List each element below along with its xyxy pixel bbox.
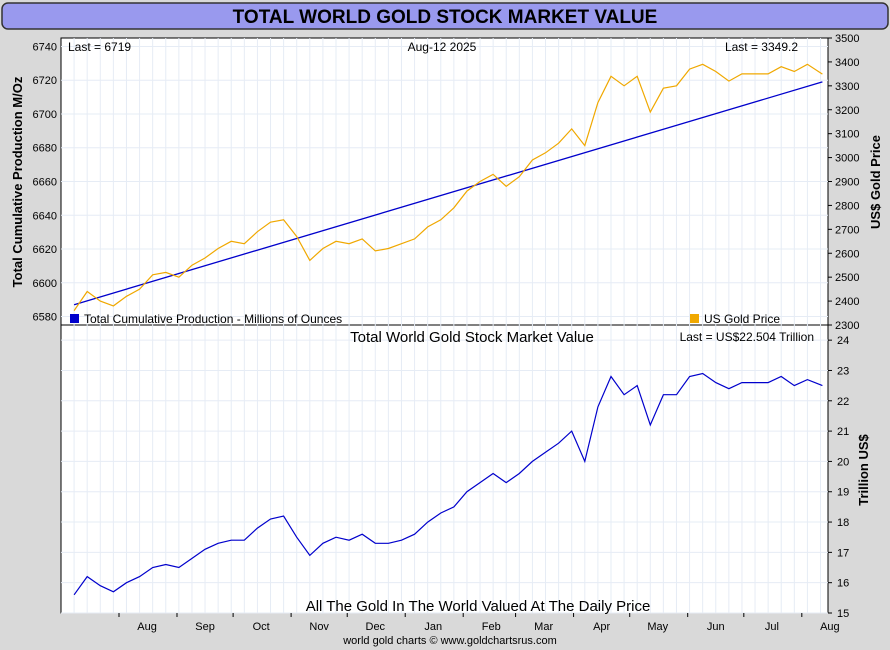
market-value-tick-label: 15: [837, 608, 849, 620]
market-value-tick-label: 20: [837, 456, 849, 468]
x-tick-label: Nov: [309, 621, 329, 633]
x-tick-label: Apr: [593, 621, 610, 633]
gold-price-tick-label: 3400: [835, 57, 859, 69]
market-value-tick-label: 23: [837, 365, 849, 377]
last-production-label: Last = 6719: [68, 40, 131, 54]
production-axis-title: Total Cumulative Production M/Oz: [10, 76, 25, 287]
x-tick-label: Dec: [366, 621, 386, 633]
market-value-tick-label: 22: [837, 396, 849, 408]
market-value-title: Total World Gold Stock Market Value: [350, 329, 594, 346]
x-tick-label: Feb: [482, 621, 501, 633]
market-value-axis-ticks: 15 16 17 18 19 20 21 22 23 24: [828, 335, 849, 620]
gold-price-tick-label: 2400: [835, 296, 859, 308]
gold-price-tick-label: 2300: [835, 320, 859, 332]
x-tick-label: Jul: [765, 621, 779, 633]
production-tick-label: 6640: [33, 210, 57, 222]
x-tick-label: Jan: [424, 621, 442, 633]
gold-price-axis-title: US$ Gold Price: [868, 135, 883, 229]
gold-price-tick-label: 2600: [835, 248, 859, 260]
gold-price-tick-label: 3300: [835, 81, 859, 93]
gold-price-line: [73, 63, 823, 311]
market-value-axis-title: Trillion US$: [856, 433, 871, 505]
x-tick-label: Aug: [820, 621, 840, 633]
bottom-grid: [61, 325, 828, 614]
production-tick-label: 6580: [33, 312, 57, 324]
production-tick-label: 6740: [33, 41, 57, 53]
x-tick-label: Oct: [253, 621, 270, 633]
market-value-tick-label: 18: [837, 517, 849, 529]
date-label: Aug-12 2025: [408, 40, 477, 54]
market-value-tick-label: 24: [837, 335, 849, 347]
gold-price-tick-label: 3100: [835, 129, 859, 141]
market-value-subtitle: All The Gold In The World Valued At The …: [306, 598, 651, 615]
x-tick-label: Sep: [195, 621, 215, 633]
x-tick-label: May: [647, 621, 668, 633]
production-axis-ticks: 6580 6600 6620 6640 6660 6680 6700 6720 6740: [33, 41, 57, 323]
bottom-plot-area: [60, 324, 829, 614]
x-tick-label: Jun: [707, 621, 725, 633]
production-tick-label: 6680: [33, 143, 57, 155]
production-legend-swatch: [70, 314, 79, 323]
production-legend-label: Total Cumulative Production - Millions o…: [84, 312, 342, 326]
production-tick-label: 6620: [33, 244, 57, 256]
title-bar: [1, 2, 889, 30]
x-tick-label: Mar: [534, 621, 553, 633]
chart-title: TOTAL WORLD GOLD STOCK MARKET VALUE: [233, 7, 658, 28]
production-tick-label: 6660: [33, 177, 57, 189]
last-gold-price-label: Last = 3349.2: [725, 40, 798, 54]
market-value-tick-label: 17: [837, 547, 849, 559]
gold-price-tick-label: 3500: [835, 33, 859, 45]
gold-price-tick-label: 2700: [835, 224, 859, 236]
gold-price-tick-label: 3200: [835, 105, 859, 117]
production-line: [73, 81, 823, 306]
market-value-line: [73, 372, 823, 596]
gold-price-legend-swatch: [690, 314, 699, 323]
production-tick-label: 6720: [33, 75, 57, 87]
market-value-tick-label: 19: [837, 487, 849, 499]
month-axis-ticks: Aug Sep Oct Nov Dec Jan Feb Mar Apr May Jun Jul Aug: [118, 613, 840, 633]
footer-credit: world gold charts © www.goldchartsrus.co…: [342, 635, 557, 647]
market-value-tick-label: 16: [837, 578, 849, 590]
last-market-value-label: Last = US$22.504 Trillion: [680, 330, 814, 344]
market-value-tick-label: 21: [837, 426, 849, 438]
production-tick-label: 6600: [33, 278, 57, 290]
gold-price-tick-label: 2900: [835, 177, 859, 189]
gold-price-legend-label: US Gold Price: [704, 312, 780, 326]
gold-price-tick-label: 2800: [835, 200, 859, 212]
gold-price-tick-label: 2500: [835, 272, 859, 284]
gold-price-tick-label: 3000: [835, 153, 859, 165]
x-tick-label: Aug: [137, 621, 157, 633]
gold-price-axis-ticks: 2300 2400 2500 2600 2700 2800 2900 3000 3100 3200…: [828, 33, 859, 332]
production-tick-label: 6700: [33, 109, 57, 121]
